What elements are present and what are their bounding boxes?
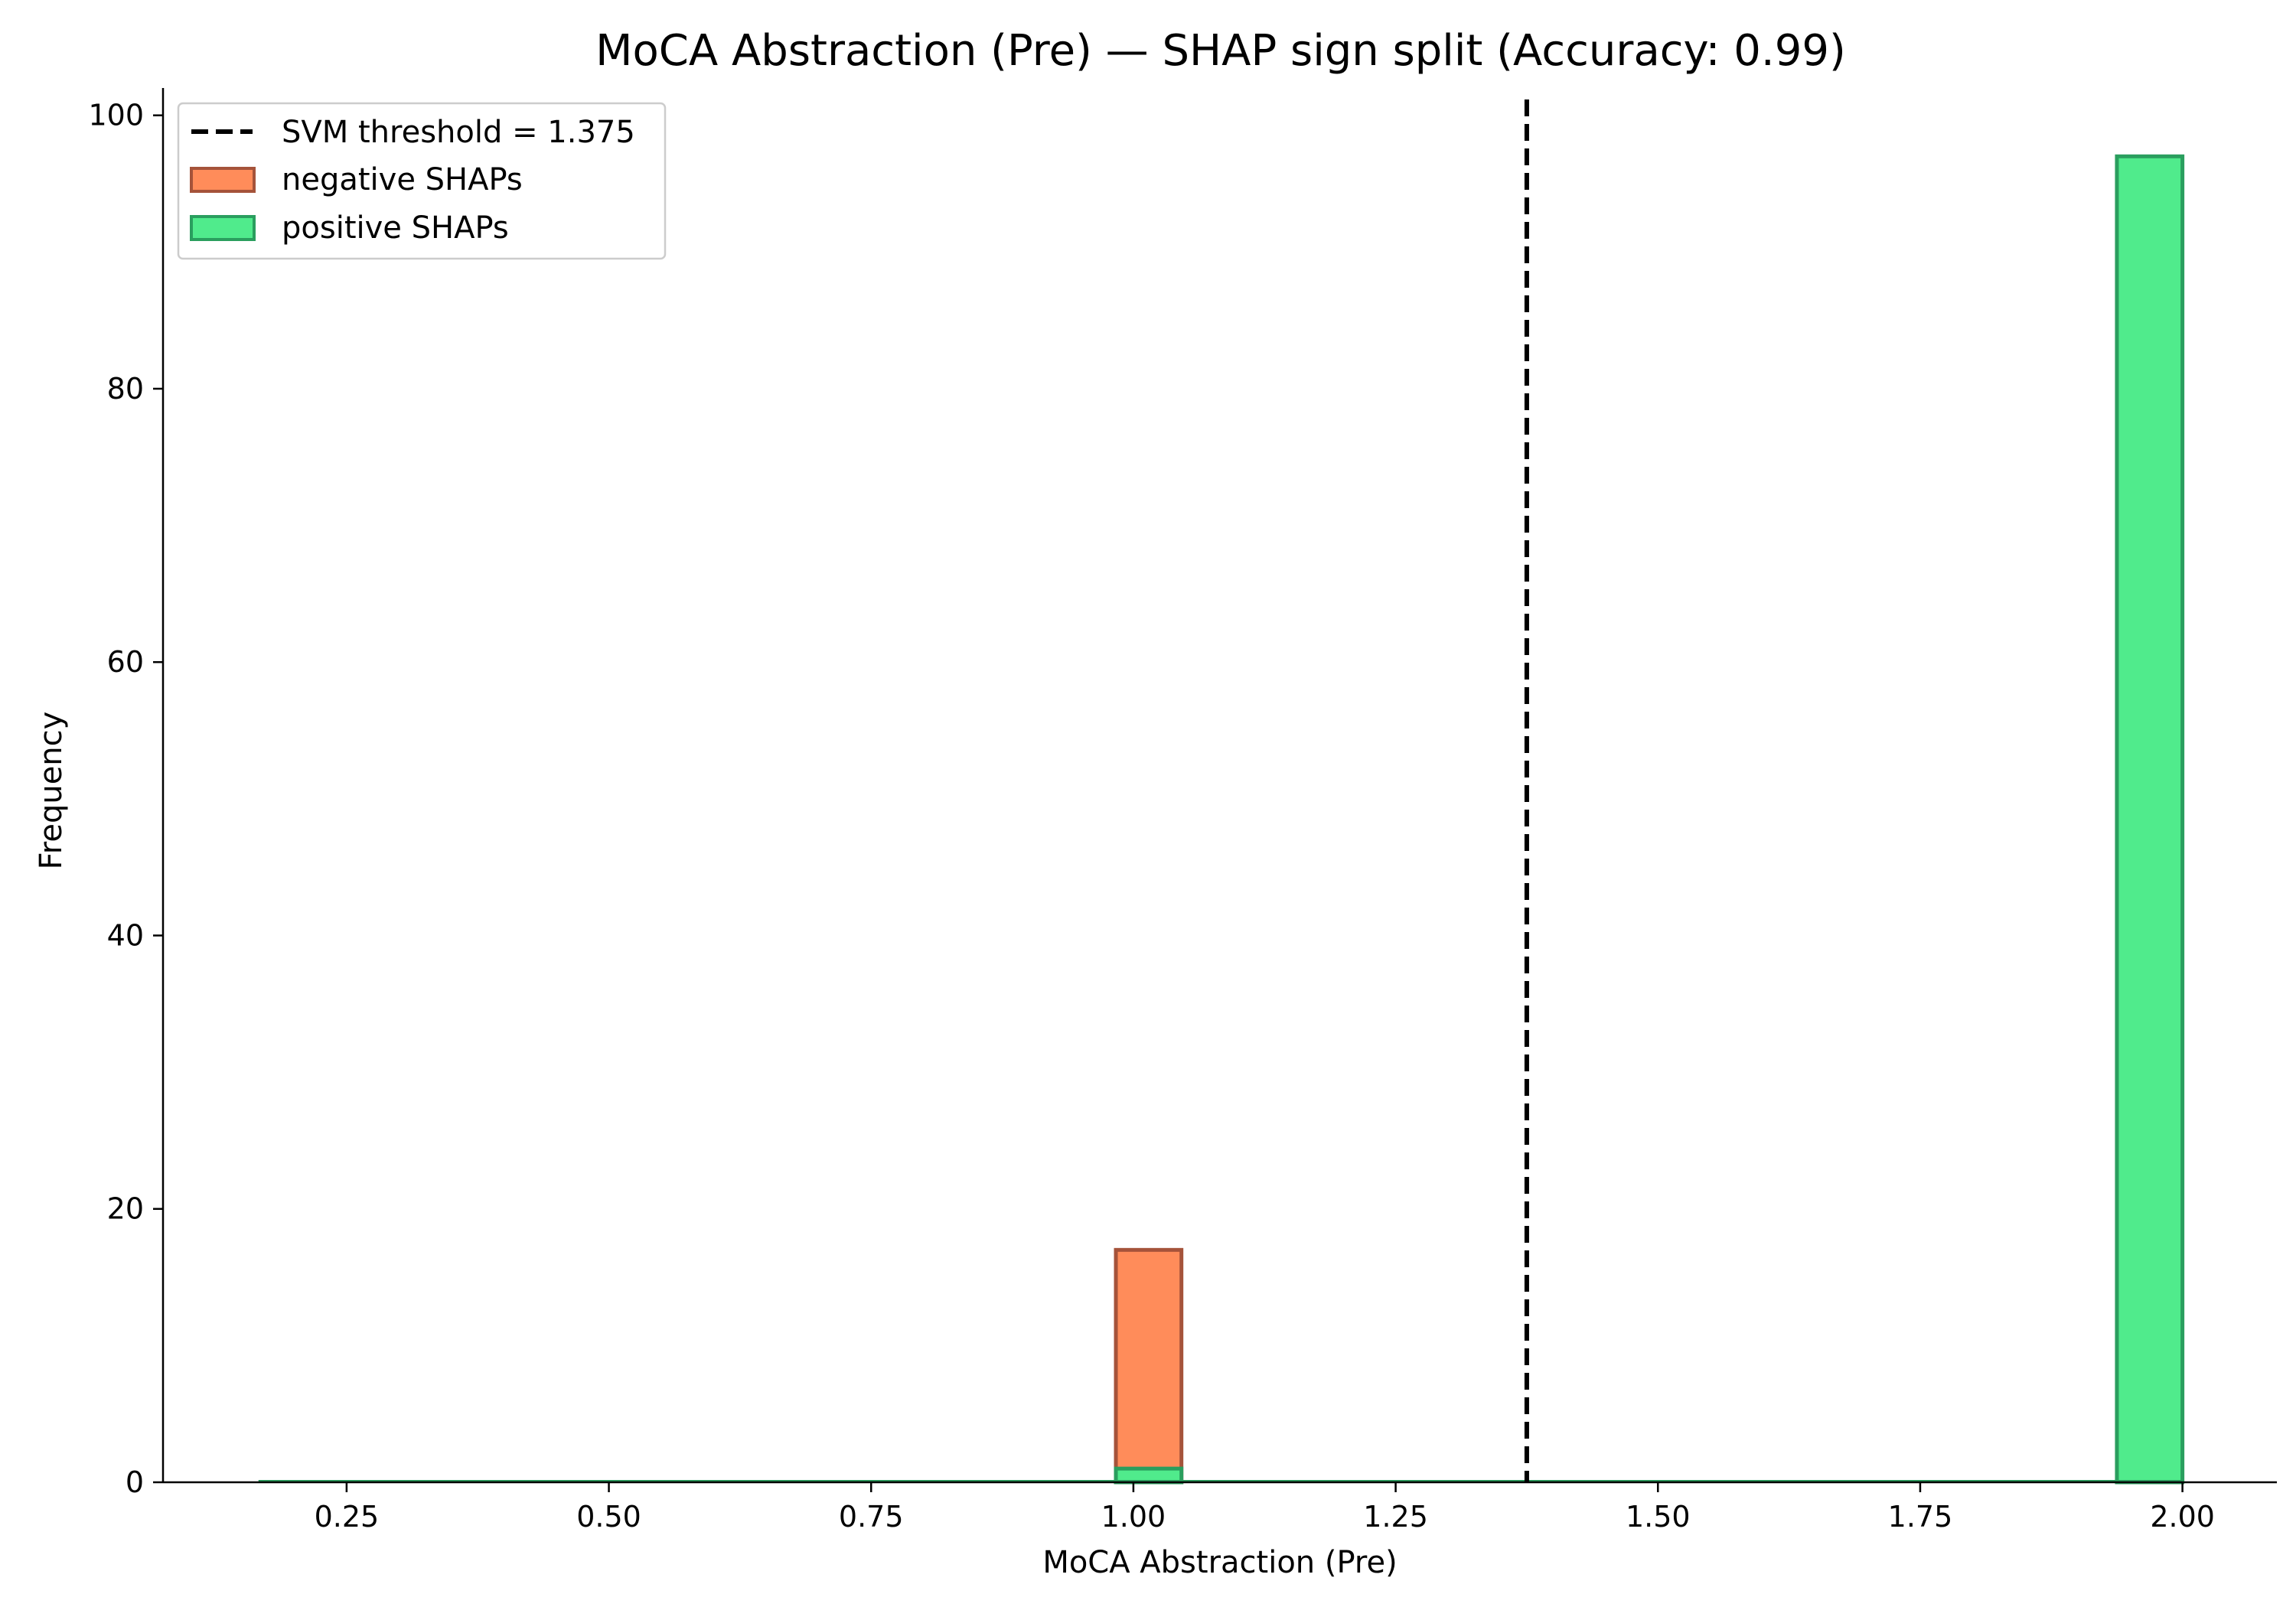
legend: SVM threshold = 1.375 negative SHAPs pos… (177, 102, 667, 260)
y-tick-label: 100 (88, 99, 144, 132)
x-tick-label: 1.75 (1888, 1500, 1953, 1534)
x-tick-label: 2.00 (2150, 1500, 2215, 1534)
legend-positive-swatch (190, 215, 256, 241)
legend-frame (177, 102, 667, 260)
legend-negative-label: negative SHAPs (282, 162, 523, 197)
x-tick-label: 0.25 (315, 1500, 380, 1534)
y-tick-label: 60 (107, 645, 144, 679)
y-tick-label: 0 (126, 1465, 144, 1499)
x-tick-label: 1.50 (1626, 1500, 1691, 1534)
legend-negative-swatch (190, 167, 256, 193)
y-tick-label: 20 (107, 1192, 144, 1226)
y-tick-label: 40 (107, 918, 144, 952)
chart-title: MoCA Abstraction (Pre) — SHAP sign split… (595, 26, 1846, 76)
x-tick-label: 0.75 (839, 1500, 904, 1534)
legend-threshold-label: SVM threshold = 1.375 (282, 115, 635, 150)
x-ticks: 0.25 0.50 0.75 1.00 1.25 1.50 1.75 2.00 (315, 1482, 2215, 1534)
legend-positive-label: positive SHAPs (282, 210, 509, 246)
y-ticks: 0 20 40 60 80 100 (88, 99, 163, 1499)
positive-bar-1 (2115, 154, 2185, 1485)
bars-layer (1114, 154, 2185, 1485)
x-axis-label: MoCA Abstraction (Pre) (1042, 1545, 1397, 1580)
x-tick-label: 1.00 (1101, 1500, 1166, 1534)
x-tick-label: 1.25 (1363, 1500, 1428, 1534)
y-tick-label: 80 (107, 372, 144, 406)
x-tick-label: 0.50 (576, 1500, 641, 1534)
y-axis-label: Frequency (34, 712, 69, 870)
negative-bar-0 (1114, 1247, 1184, 1485)
